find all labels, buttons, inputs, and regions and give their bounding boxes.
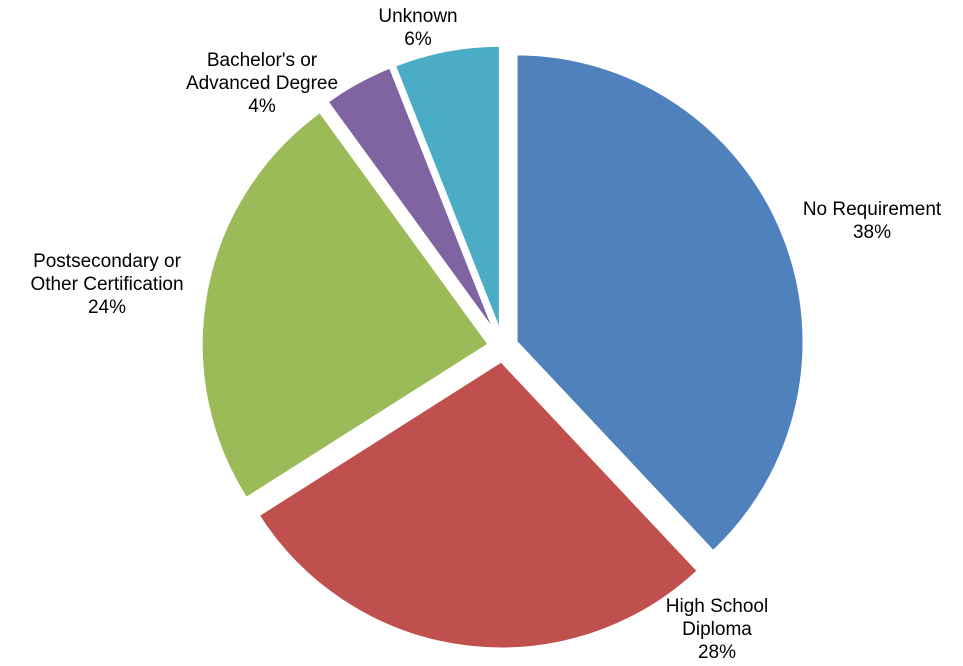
- pie-slice-3: [325, 65, 498, 337]
- pie-label-2: Postsecondary or Other Certification 24%: [30, 251, 183, 318]
- pie-category-label: Other Certification: [30, 274, 183, 295]
- pie-labels: No Requirement 38% High School Diploma 28% Po…: [30, 6, 941, 663]
- pie-slice-1: [256, 359, 700, 651]
- pie-value-label: 28%: [698, 642, 736, 663]
- pie-slice-0: [514, 52, 806, 554]
- pie-label-1: High School Diploma 28%: [666, 596, 768, 663]
- pie-slice-2: [199, 109, 491, 501]
- pie-value-label: 4%: [248, 96, 276, 117]
- pie-category-label: High School: [666, 596, 768, 617]
- pie-category-label: No Requirement: [803, 199, 942, 220]
- pie-slice-4: [392, 43, 502, 335]
- pie-slices: [199, 43, 806, 651]
- pie-value-label: 6%: [404, 29, 432, 50]
- pie-label-3: Bachelor's or Advanced Degree 4%: [186, 50, 338, 117]
- pie-category-label: Advanced Degree: [186, 73, 338, 94]
- pie-category-label: Diploma: [682, 619, 752, 640]
- pie-category-label: Bachelor's or: [207, 50, 318, 71]
- pie-label-0: No Requirement 38%: [803, 199, 942, 243]
- pie-value-label: 38%: [853, 222, 891, 243]
- pie-category-label: Unknown: [378, 6, 457, 27]
- pie-value-label: 24%: [88, 297, 126, 318]
- pie-category-label: Postsecondary or: [33, 251, 182, 272]
- pie-label-4: Unknown 6%: [378, 6, 457, 50]
